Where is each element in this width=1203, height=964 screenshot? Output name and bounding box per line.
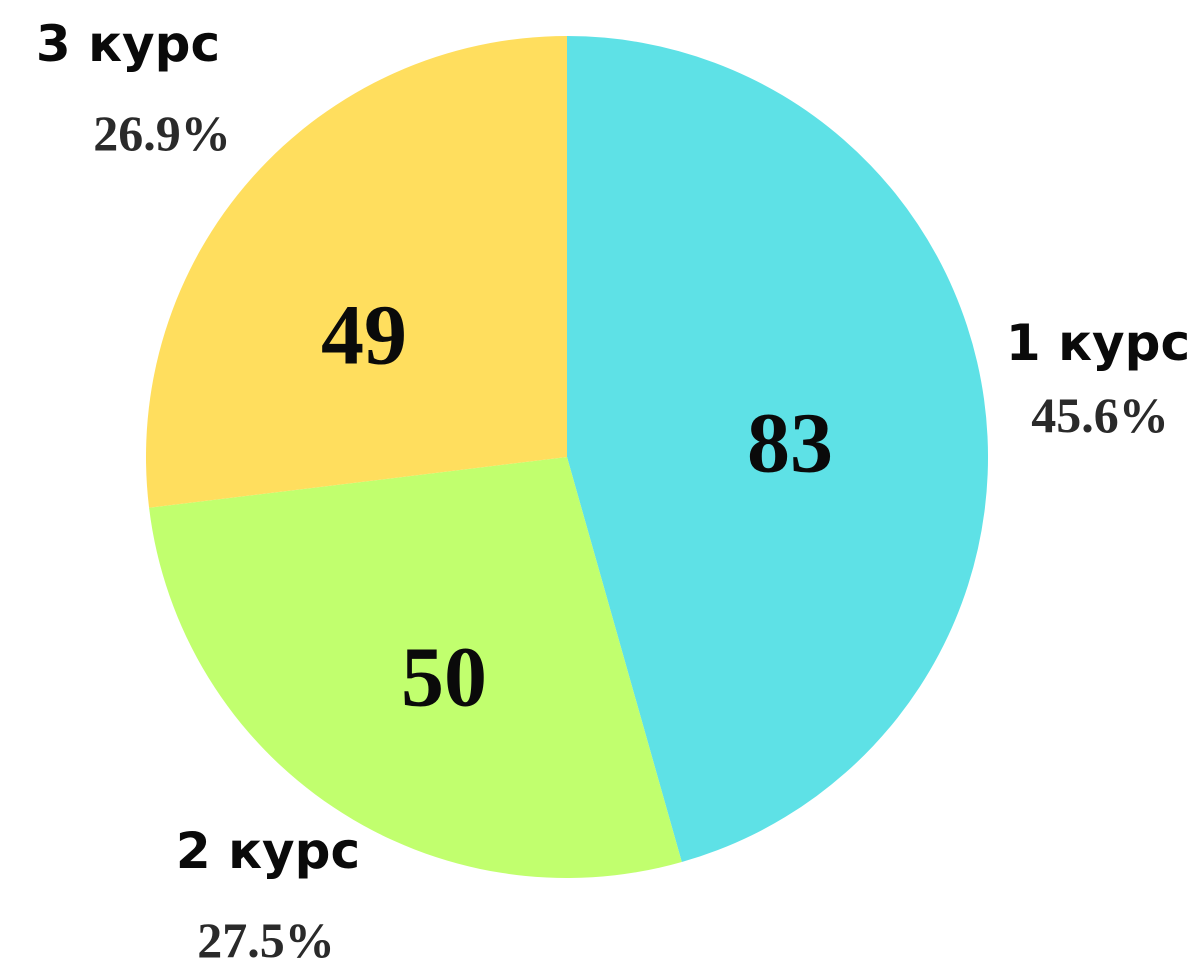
slice-percent-label: 45.6% bbox=[1031, 387, 1169, 443]
slice-value-label: 49 bbox=[321, 287, 407, 383]
slice-category-label: 3 курс bbox=[36, 15, 220, 73]
slice-percent-label: 27.5% bbox=[197, 912, 335, 964]
pie-slice-1 bbox=[567, 35, 989, 863]
pie-slice-3 bbox=[145, 36, 568, 508]
pie-labels: 83 1 курс 45.6% 50 2 курс 27.5% 49 3 курс 26.9% bbox=[36, 15, 1190, 964]
pie-slices bbox=[145, 35, 989, 879]
slice-category-label: 1 курс bbox=[1006, 314, 1190, 372]
slice-percent-label: 26.9% bbox=[93, 105, 231, 161]
slice-category-label: 2 курс bbox=[176, 822, 360, 880]
slice-value-label: 50 bbox=[401, 629, 487, 725]
pie-slice-2 bbox=[149, 457, 682, 879]
slice-value-label: 83 bbox=[747, 395, 833, 491]
